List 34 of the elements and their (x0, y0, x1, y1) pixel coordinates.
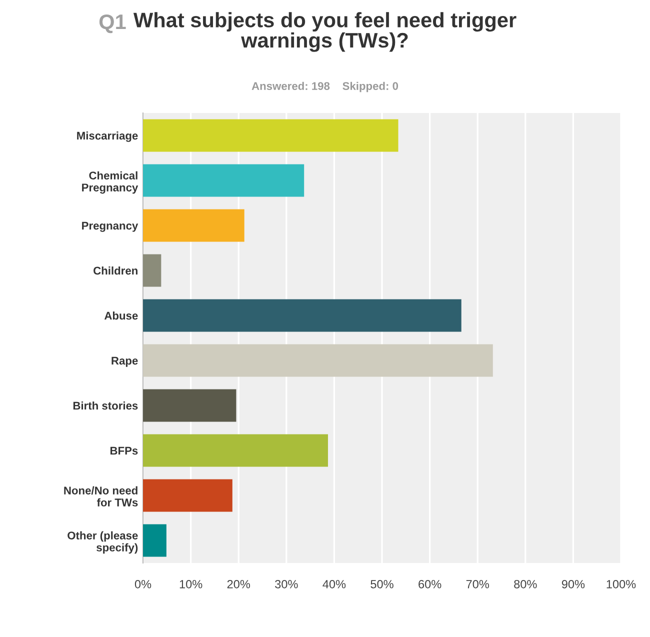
text: Q1 (99, 14, 126, 34)
y-tick-label: Other (please specify) (68, 531, 138, 554)
x-tick-label: 60% (418, 580, 442, 588)
x-tick-label: 70% (466, 580, 489, 588)
y-tick-label: Chemical Pregnancy (82, 171, 138, 194)
x-tick-label: 30% (275, 580, 298, 588)
y-tick-label: Pregnancy (82, 222, 138, 232)
x-tick-label: 0% (134, 580, 152, 588)
bar (143, 344, 493, 377)
y-tick-label: Rape (112, 356, 138, 367)
bar (143, 119, 398, 152)
x-tick-label: 80% (514, 580, 537, 588)
bar (143, 479, 232, 512)
bar (143, 389, 236, 422)
x-tick-label: 20% (227, 580, 250, 588)
bar (143, 299, 462, 332)
bar (143, 254, 162, 287)
y-tick-label: Abuse (104, 311, 138, 320)
bar (143, 164, 304, 197)
y-tick-label: None/No need for TWs (64, 486, 138, 506)
x-tick-label: 100% (606, 580, 636, 588)
bar (143, 434, 328, 467)
x-tick-label: 10% (180, 580, 202, 588)
y-tick-label: Children (94, 266, 138, 275)
bar (143, 524, 166, 557)
y-tick-label: Birth stories (73, 401, 138, 410)
bar (143, 209, 244, 242)
x-tick-label: 90% (562, 580, 585, 588)
chart-title: What subjects do you feel need trigger warnings (TWs)? (133, 12, 516, 52)
chart-subtitle: Answered: 198 Skipped: 0 (252, 82, 398, 92)
y-tick-label: BFPs (110, 446, 138, 455)
x-tick-label: 40% (322, 580, 346, 588)
x-tick-label: 50% (370, 580, 394, 588)
y-tick-label: Miscarriage (77, 131, 138, 142)
